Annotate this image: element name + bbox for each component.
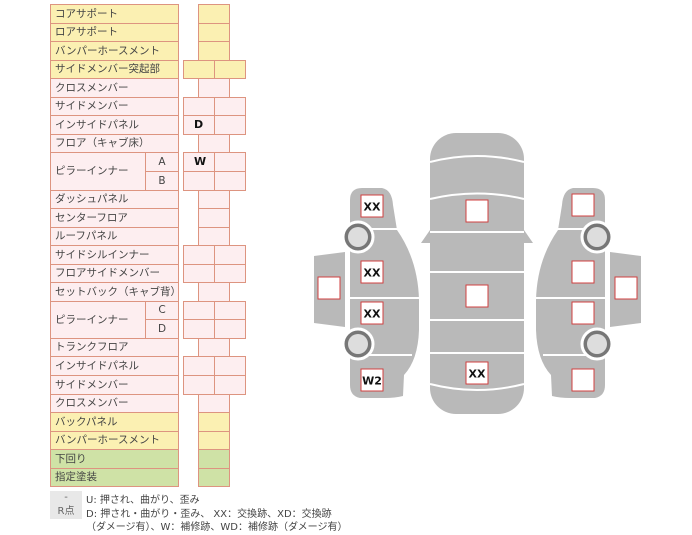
marker-left-rear-door xyxy=(360,301,384,325)
row-label: バックパネル xyxy=(50,412,179,432)
marker-left-front-door xyxy=(360,260,384,284)
car-top-arrow-left xyxy=(421,230,430,243)
value-cell: W xyxy=(183,152,215,172)
car-top-arrow-right xyxy=(524,230,533,243)
marker-label: XX xyxy=(364,267,381,280)
row-label: サイドメンバー突起部 xyxy=(50,60,179,79)
row-label: ダッシュパネル xyxy=(50,190,179,209)
marker-label: XX xyxy=(469,368,486,381)
marker-right-front-fender xyxy=(571,193,595,217)
marker-right-door-mirror xyxy=(614,276,638,300)
row-label: インサイドパネル xyxy=(50,115,179,135)
value-cell xyxy=(198,468,230,487)
car-right-body xyxy=(536,188,605,398)
marker-left-rear-fender xyxy=(360,368,384,392)
marker-center-hood xyxy=(465,199,489,223)
row-label: クロスメンバー xyxy=(50,78,179,98)
legend-key-r: R点 xyxy=(50,505,82,519)
marker-right-rear-door xyxy=(571,301,595,325)
car-top-body xyxy=(430,133,524,414)
value-cell xyxy=(214,264,246,283)
marker-label: W2 xyxy=(362,375,382,388)
row-label: サイドメンバー xyxy=(50,97,179,116)
marker-center-trunk xyxy=(465,361,489,385)
value-cell xyxy=(214,115,246,135)
value-cell xyxy=(214,319,246,339)
marker-label: XX xyxy=(364,201,381,214)
value-cell xyxy=(214,375,246,395)
marker-left-front-fender xyxy=(360,194,384,218)
legend-text-w: （ダメージ有）、W：補修跡、WD：補修跡（ダメージ有） xyxy=(86,522,348,533)
row-label: バンパーホースメント xyxy=(50,41,179,61)
car-left-body xyxy=(350,188,419,398)
row-label: センターフロア xyxy=(50,208,179,228)
row-label: サイドメンバー xyxy=(50,375,179,395)
row-label: フロアサイドメンバー xyxy=(50,264,179,283)
marker-right-rear-fender xyxy=(571,368,595,392)
legend-text-d: D: 押され・曲がり・歪み、 XX：交換跡、XD：交換跡 xyxy=(86,509,332,520)
legend-text-u: U: 押され、曲がり、歪み xyxy=(86,495,200,506)
marker-center-roof xyxy=(465,284,489,308)
marker-left-door-mirror xyxy=(317,276,341,300)
marker-label: XX xyxy=(364,308,381,321)
legend-key-dash: - xyxy=(50,491,82,505)
value-cell xyxy=(214,171,246,191)
value-cell xyxy=(214,60,246,79)
row-label: 指定塗装 xyxy=(50,468,179,487)
marker-right-front-door xyxy=(571,260,595,284)
